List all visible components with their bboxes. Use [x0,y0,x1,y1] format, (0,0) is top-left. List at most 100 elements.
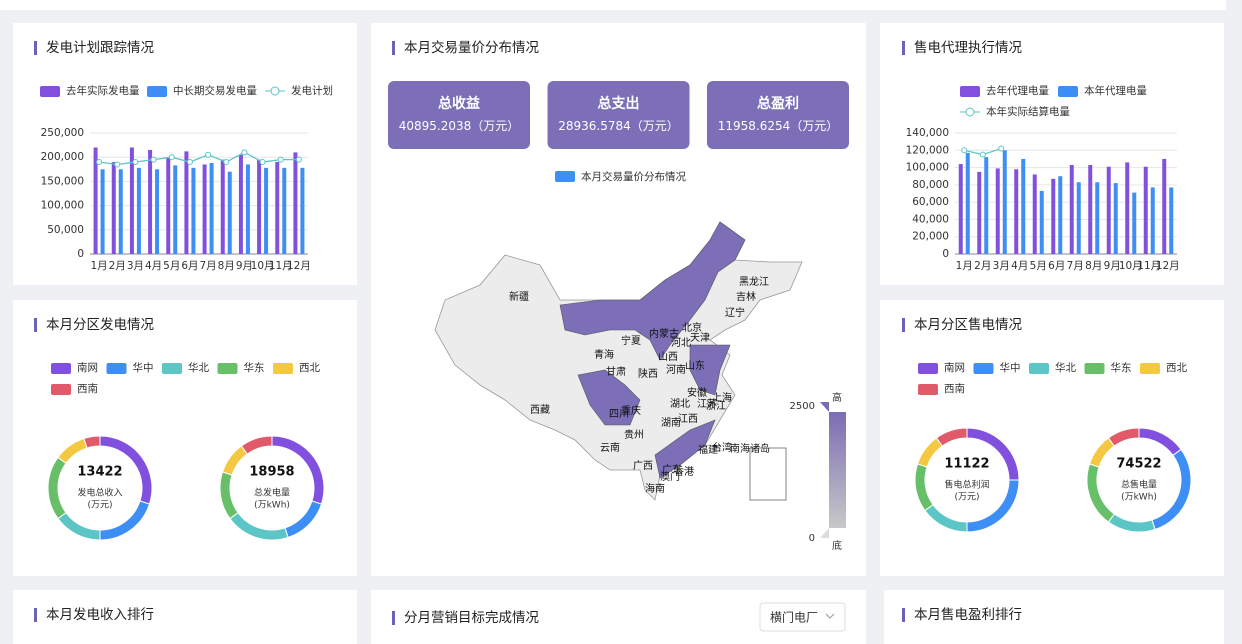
legend-label: 本年代理电量 [1084,84,1147,97]
legend-label: 华北 [1055,361,1077,374]
region-label: 四川 [609,409,629,420]
legend-label: 华东 [244,361,265,374]
legend-swatch [1029,363,1049,374]
region-label: 香港 [674,466,694,478]
donut-total: 13422 [77,465,122,480]
title-marker [34,608,37,622]
visual-low: 底 [832,539,842,552]
bar [1106,166,1111,254]
y-tick-label: 80,000 [912,179,949,191]
visual-map-handle [820,528,829,538]
legend-swatch [973,363,994,374]
line-point [295,156,302,163]
x-tick-label: 1月 [90,260,107,272]
legend-label: 华中 [133,361,154,374]
x-tick-label: 12月 [287,260,311,272]
dropdown[interactable] [759,602,846,632]
bar [191,167,196,254]
bar [184,151,189,254]
region-label: 福建 [698,443,718,456]
donut-segment [1107,427,1140,447]
donut-total: 18958 [249,465,294,480]
region-label: 山东 [685,359,705,372]
region-label: 重庆 [621,404,641,417]
x-tick-label: 4月 [1011,260,1028,272]
region-label: 澳门 [660,470,680,483]
bar [1150,187,1155,254]
donut-label: 总售电量 [1121,479,1157,491]
legend-label: 中长期交易发电量 [173,84,257,97]
x-tick-label: 3月 [993,260,1010,272]
legend-label: 去年代理电量 [986,84,1049,97]
panel-title: 本月分区售电情况 [914,317,1022,333]
line-point [168,154,175,161]
bar [1088,164,1093,254]
region-label: 河南 [666,363,686,376]
bar [111,162,116,254]
line-point [277,156,284,163]
panel-title: 售电代理执行情况 [914,40,1022,56]
x-tick-label: 10月 [1119,260,1143,272]
legend-swatch [918,363,938,374]
line-point [186,159,193,166]
legend-swatch [40,86,60,97]
bar [1113,183,1118,254]
region-label: 贵州 [624,428,644,441]
region-label: 北京 [682,321,702,334]
bar [1014,169,1019,254]
title-marker [902,608,905,622]
legend-swatch [918,384,938,395]
card [13,590,357,644]
card [880,300,1224,576]
line-point [998,145,1005,152]
x-tick-label: 5月 [1030,260,1047,272]
bar [282,167,287,254]
region-label: 广东 [662,463,682,476]
region-label: 山西 [658,351,678,363]
x-tick-label: 1月 [956,260,973,272]
bar [958,164,963,254]
x-tick-label: 8月 [1085,260,1102,272]
panel-title: 本月分区发电情况 [46,317,154,333]
y-tick-label: 40,000 [912,213,949,225]
legend-marker [965,107,975,117]
donut-label: (万kWh) [254,501,290,511]
dropdown-arrow [825,613,835,619]
visual-map-handle [820,402,829,412]
dropdown-value[interactable]: 横门电厂 [770,610,818,625]
panel-title: 本月发电收入排行 [46,607,154,623]
y-tick-label: 100,000 [906,162,949,174]
region-label: 青海 [594,348,614,361]
bar [977,171,982,254]
bar [1032,174,1037,254]
panel-title: 发电计划跟踪情况 [46,40,154,56]
legend-label: 西北 [299,362,320,374]
bar [275,162,280,254]
x-tick-label: 11月 [1137,260,1161,272]
donut-segment [240,435,273,455]
region-label: 吉林 [736,290,756,303]
bar [1002,150,1007,254]
legend-label: 本月交易量价分布情况 [581,170,686,183]
panel-title: 本月交易量价分布情况 [404,39,539,56]
bar [1058,176,1063,254]
bar [220,159,225,254]
visual-high: 高 [832,391,842,404]
legend-swatch [162,363,182,374]
region-label: 辽宁 [725,306,745,319]
y-tick-label: 200,000 [41,151,84,163]
bar [209,163,214,254]
bar [238,154,243,254]
bar [264,167,269,254]
bar [300,167,305,254]
line-point [259,159,266,166]
map-highlight [559,221,746,479]
bar [202,164,207,254]
bar [1143,166,1148,254]
x-tick-label: 2月 [109,260,126,272]
region-label: 甘肃 [606,365,626,378]
region-label: 江苏 [697,397,717,410]
legend-swatch [217,363,238,374]
region-label: 南海诸岛 [730,442,770,455]
bar [136,167,141,254]
